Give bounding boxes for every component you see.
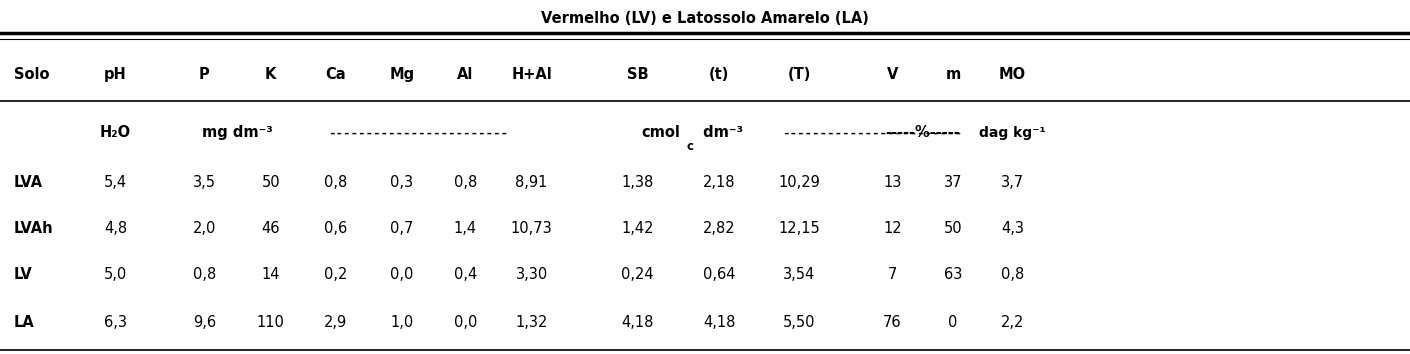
Text: 0,2: 0,2 [324, 267, 347, 282]
Text: 1,4: 1,4 [454, 221, 477, 236]
Text: SB: SB [626, 67, 649, 82]
Text: 0,8: 0,8 [193, 267, 216, 282]
Text: 50: 50 [943, 221, 963, 236]
Text: Ca: Ca [326, 67, 345, 82]
Text: 2,2: 2,2 [1001, 315, 1024, 330]
Text: 4,3: 4,3 [1001, 221, 1024, 236]
Text: 50: 50 [261, 175, 281, 190]
Text: 0,4: 0,4 [454, 267, 477, 282]
Text: c: c [687, 141, 694, 153]
Text: dm⁻³: dm⁻³ [698, 125, 743, 140]
Text: -----%-----: -----%----- [885, 125, 960, 140]
Text: 8,91: 8,91 [516, 175, 547, 190]
Text: 5,0: 5,0 [104, 267, 127, 282]
Text: 0,7: 0,7 [391, 221, 413, 236]
Text: 7: 7 [888, 267, 897, 282]
Text: 1,42: 1,42 [620, 221, 654, 236]
Text: V: V [887, 67, 898, 82]
Text: 2,82: 2,82 [702, 221, 736, 236]
Text: 0,8: 0,8 [454, 175, 477, 190]
Text: pH: pH [104, 67, 127, 82]
Text: 0,3: 0,3 [391, 175, 413, 190]
Text: Vermelho (LV) e Latossolo Amarelo (LA): Vermelho (LV) e Latossolo Amarelo (LA) [541, 11, 869, 25]
Text: 0,0: 0,0 [454, 315, 477, 330]
Text: 13: 13 [883, 175, 902, 190]
Text: 3,54: 3,54 [784, 267, 815, 282]
Text: cmol: cmol [642, 125, 681, 140]
Text: LA: LA [14, 315, 35, 330]
Text: 2,0: 2,0 [193, 221, 216, 236]
Text: 2,9: 2,9 [324, 315, 347, 330]
Text: 3,7: 3,7 [1001, 175, 1024, 190]
Text: 9,6: 9,6 [193, 315, 216, 330]
Text: Al: Al [457, 67, 474, 82]
Text: 4,8: 4,8 [104, 221, 127, 236]
Text: 5,4: 5,4 [104, 175, 127, 190]
Text: 14: 14 [261, 267, 281, 282]
Text: 0,6: 0,6 [324, 221, 347, 236]
Text: P: P [199, 67, 210, 82]
Text: 37: 37 [943, 175, 963, 190]
Text: 12: 12 [883, 221, 902, 236]
Text: LVA: LVA [14, 175, 44, 190]
Text: 0,8: 0,8 [1001, 267, 1024, 282]
Text: 46: 46 [261, 221, 281, 236]
Text: mg dm⁻³: mg dm⁻³ [202, 125, 274, 140]
Text: 1,32: 1,32 [516, 315, 547, 330]
Text: MO: MO [998, 67, 1026, 82]
Text: 4,18: 4,18 [704, 315, 735, 330]
Text: 76: 76 [883, 315, 902, 330]
Text: K: K [265, 67, 276, 82]
Text: 0,0: 0,0 [391, 267, 413, 282]
Text: Mg: Mg [389, 67, 415, 82]
Text: (t): (t) [709, 67, 729, 82]
Text: 2,18: 2,18 [702, 175, 736, 190]
Text: Solo: Solo [14, 67, 49, 82]
Text: 0,8: 0,8 [324, 175, 347, 190]
Text: LV: LV [14, 267, 32, 282]
Text: 1,0: 1,0 [391, 315, 413, 330]
Text: 63: 63 [943, 267, 963, 282]
Text: 4,18: 4,18 [622, 315, 653, 330]
Text: ------------------------: ------------------------ [783, 126, 963, 139]
Text: m: m [946, 67, 960, 82]
Text: 0: 0 [949, 315, 957, 330]
Text: H+Al: H+Al [512, 67, 551, 82]
Text: 3,5: 3,5 [193, 175, 216, 190]
Text: 0,64: 0,64 [702, 267, 736, 282]
Text: 3,30: 3,30 [516, 267, 547, 282]
Text: 0,24: 0,24 [620, 267, 654, 282]
Text: 1,38: 1,38 [622, 175, 653, 190]
Text: 10,29: 10,29 [778, 175, 821, 190]
Text: (T): (T) [788, 67, 811, 82]
Text: LVAh: LVAh [14, 221, 54, 236]
Text: 10,73: 10,73 [510, 221, 553, 236]
Text: ------------------------: ------------------------ [329, 126, 509, 139]
Text: H₂O: H₂O [100, 125, 131, 140]
Text: 12,15: 12,15 [778, 221, 821, 236]
Text: dag kg⁻¹: dag kg⁻¹ [979, 126, 1046, 140]
Text: 5,50: 5,50 [783, 315, 816, 330]
Text: 110: 110 [257, 315, 285, 330]
Text: 6,3: 6,3 [104, 315, 127, 330]
